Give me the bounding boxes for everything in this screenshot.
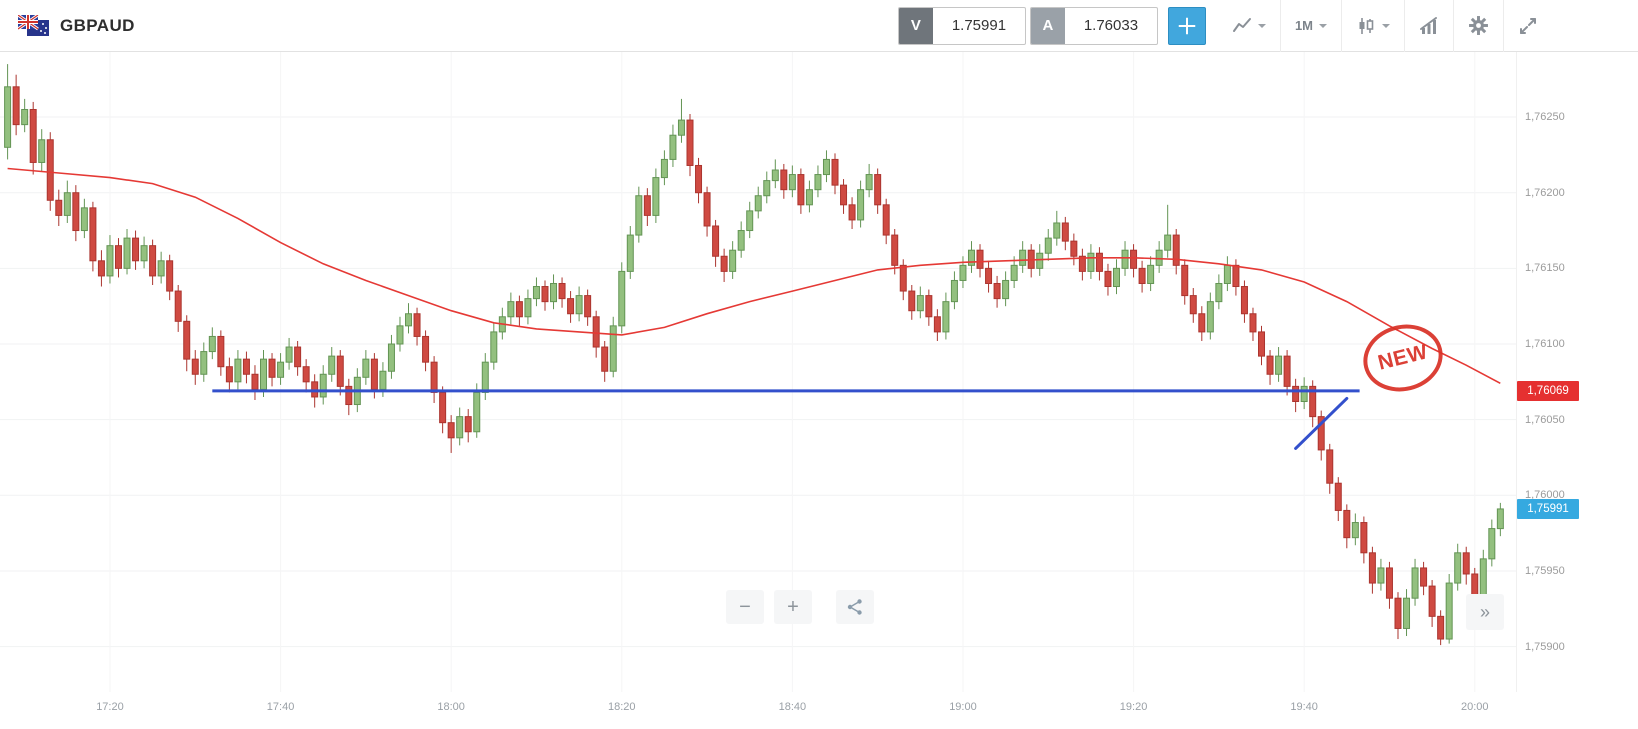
indicators-button[interactable] — [1404, 0, 1453, 52]
time-axis[interactable]: 17:20 17:40 18:00 18:20 18:40 19:00 19:20 19:40… — [0, 692, 1516, 729]
time-tick-label: 18:00 — [437, 701, 465, 713]
time-tick-label: 17:20 — [96, 701, 124, 713]
candlestick-icon — [1359, 17, 1374, 34]
collapse-panel-button[interactable]: » — [1466, 594, 1504, 630]
page-title: GBPAUD — [60, 15, 135, 35]
gbpaud-flag-icon — [18, 14, 49, 36]
indicators-icon — [1420, 16, 1437, 34]
candlestick-chart — [0, 52, 1516, 692]
time-tick-label: 19:00 — [949, 701, 977, 713]
zoom-out-button[interactable]: − — [726, 590, 764, 624]
candle-style-dropdown[interactable] — [1341, 0, 1404, 52]
price-badge: 1,76069 — [1517, 380, 1579, 401]
chevron-down-icon — [1257, 23, 1266, 32]
chevron-down-icon — [1319, 23, 1327, 32]
time-tick-label: 20:00 — [1460, 701, 1489, 713]
expand-icon — [1520, 17, 1536, 34]
toolbar-tools: 1M — [1218, 0, 1552, 52]
share-icon — [847, 599, 862, 615]
chart-toolbar: V 1.75991 A 1.76033 — [894, 0, 1638, 52]
fullscreen-button[interactable] — [1503, 0, 1552, 52]
candlestick-series — [4, 64, 1504, 646]
trendline-segment[interactable] — [1294, 396, 1349, 450]
sell-label: V — [898, 7, 933, 44]
moving-average-line — [7, 167, 1501, 385]
price-tick-label: 1,76050 — [1525, 413, 1565, 426]
time-tick-label: 17:40 — [266, 701, 295, 713]
price-badge: 1,75991 — [1517, 498, 1579, 519]
price-tick-label: 1,75950 — [1525, 564, 1565, 577]
crosshair-button[interactable] — [1167, 6, 1206, 45]
share-button[interactable] — [836, 590, 874, 624]
time-tick-label: 18:20 — [607, 701, 636, 713]
time-tick-label: 19:40 — [1290, 701, 1318, 713]
time-tick-label: 19:20 — [1119, 701, 1148, 713]
buy-label: A — [1030, 7, 1065, 44]
price-tick-label: 1,76150 — [1525, 262, 1565, 275]
settings-button[interactable] — [1453, 0, 1503, 52]
buy-quote-button[interactable]: A 1.76033 — [1029, 6, 1158, 45]
price-tick-label: 1,76100 — [1525, 338, 1565, 350]
time-tick-label: 18:40 — [778, 701, 807, 713]
zoom-controls: − + — [726, 590, 874, 624]
price-axis[interactable]: 1,76250 1,76200 1,76150 1,76100 1,76050 1,760… — [1516, 52, 1638, 692]
chevron-down-icon — [1382, 23, 1390, 32]
gear-icon — [1469, 16, 1488, 35]
chart-area: NEW − + » 1,76250 1,76200 1,76150 1,76100 1,… — [0, 52, 1638, 692]
price-tick-label: 1,76200 — [1525, 186, 1565, 199]
sell-quote-button[interactable]: V 1.75991 — [897, 6, 1026, 45]
symbol-header: GBPAUD — [0, 14, 135, 37]
buy-price: 1.76033 — [1083, 17, 1139, 34]
timeframe-dropdown[interactable]: 1M — [1279, 0, 1341, 52]
price-tick-label: 1,76250 — [1525, 111, 1565, 124]
price-tick-label: 1,75900 — [1525, 640, 1565, 653]
crosshair-icon — [1178, 17, 1196, 34]
chart-type-dropdown[interactable] — [1218, 0, 1280, 52]
line-chart-icon — [1232, 17, 1251, 32]
sell-price: 1.75991 — [951, 17, 1007, 34]
zoom-in-button[interactable]: + — [774, 590, 812, 624]
chart-canvas[interactable]: NEW − + » — [0, 52, 1516, 692]
timeframe-label: 1M — [1294, 18, 1313, 33]
chart-header: GBPAUD V 1.75991 A 1.76033 — [0, 0, 1638, 52]
price-tick-label: 1,76000 — [1525, 489, 1565, 502]
